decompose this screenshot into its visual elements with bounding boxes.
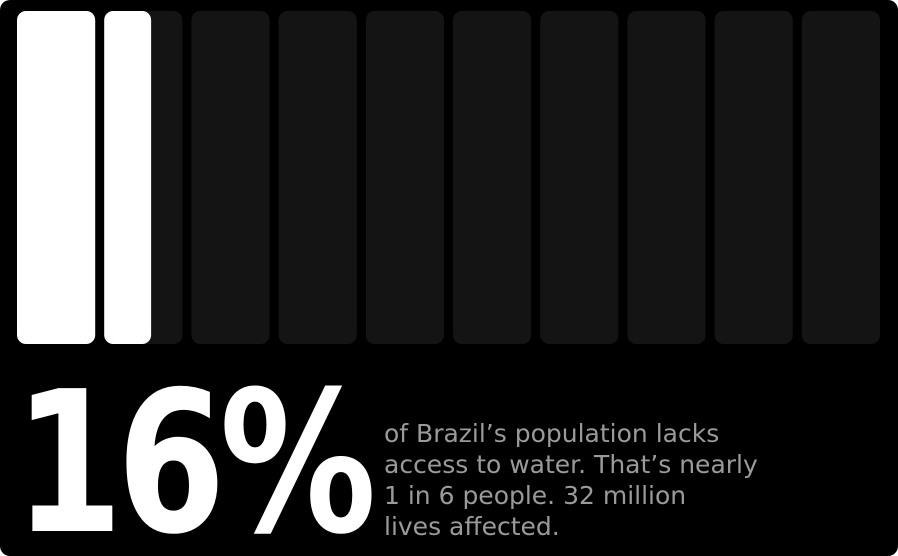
bar-unit-track [714,11,793,344]
bar-unit-7 [540,11,619,344]
bar-unit-6 [453,11,532,344]
bar-unit-track [801,11,880,344]
bar-unit-3 [191,11,270,344]
bar-unit-track [453,11,532,344]
description-line: 1 in 6 people. 32 million [384,481,687,510]
description-text: of Brazil’s population lacks access to w… [384,418,824,542]
bar-unit-4 [278,11,357,344]
description-line: lives affected. [384,512,560,541]
bar-unit-track [365,11,444,344]
description-line: access to water. That’s nearly [384,450,758,479]
bar-unit-2 [104,11,183,344]
bar-unit-fill [104,11,152,344]
bar-unit-track [540,11,619,344]
bar-unit-fill [17,11,96,344]
progress-bars [17,11,880,344]
stat-value: 16% [14,350,377,556]
bar-unit-9 [714,11,793,344]
description-line: of Brazil’s population lacks [384,419,720,448]
bar-unit-track [278,11,357,344]
bar-unit-10 [801,11,880,344]
bar-unit-track [191,11,270,344]
bar-unit-1 [17,11,96,344]
bar-unit-5 [365,11,444,344]
bar-unit-track [627,11,706,344]
bar-unit-8 [627,11,706,344]
